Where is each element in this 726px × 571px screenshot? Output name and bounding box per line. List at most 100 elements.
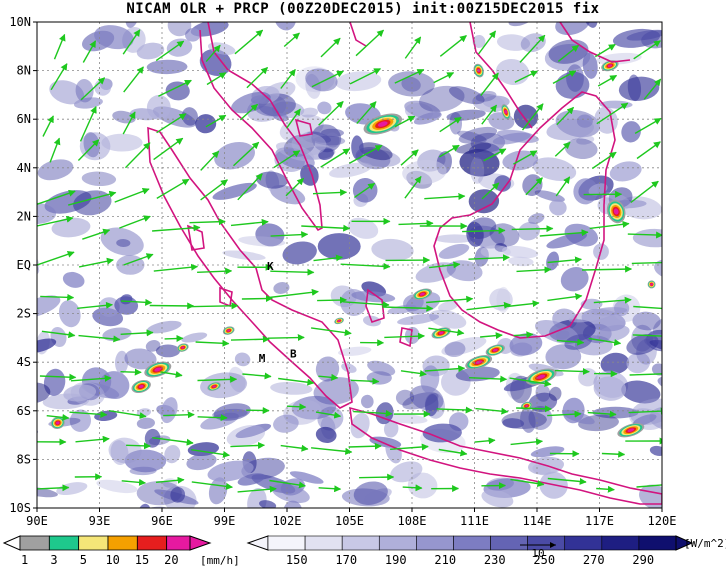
olr-cell xyxy=(215,0,239,13)
olr-cb-swatch xyxy=(267,535,306,551)
olr-cell xyxy=(588,183,608,196)
precip-cb-left-arrow xyxy=(2,535,21,551)
wind-arrow xyxy=(50,63,68,91)
lon-label: 114E xyxy=(523,514,552,528)
olr-cell xyxy=(160,397,178,424)
wind-arrow xyxy=(126,442,151,450)
olr-cell xyxy=(632,311,661,331)
wind-arrow xyxy=(394,115,416,128)
olr-cell xyxy=(649,406,662,431)
olr-cell xyxy=(366,371,392,385)
olr-cell xyxy=(518,221,541,241)
wind-arrow xyxy=(163,411,195,419)
precip-cb-swatch xyxy=(166,535,191,551)
olr-cell xyxy=(468,142,500,160)
olr-cell xyxy=(136,42,165,60)
olr-cell xyxy=(386,413,428,424)
olr-cell xyxy=(259,500,277,508)
lon-label: 120E xyxy=(648,514,677,528)
olr-cell xyxy=(612,28,661,48)
olr-cell xyxy=(136,417,155,429)
wind-arrow xyxy=(197,375,238,383)
olr-cell xyxy=(429,309,467,329)
wind-arrow xyxy=(230,218,269,227)
olr-cell xyxy=(549,386,562,401)
wind-arrow xyxy=(280,444,309,452)
wind-arrow xyxy=(189,218,226,226)
olr-cell xyxy=(654,259,662,279)
wind-arrow xyxy=(164,335,184,343)
wind-arrow xyxy=(643,78,662,100)
olr-cb-left-arrow xyxy=(246,535,269,551)
olr-cell xyxy=(247,487,267,508)
wind-arrow xyxy=(633,305,662,310)
olr-cell xyxy=(124,348,157,370)
wind-arrow xyxy=(466,301,511,311)
wind-arrow xyxy=(158,79,192,97)
wind-arrow xyxy=(481,182,500,200)
olr-cell xyxy=(238,236,286,247)
precip-cb-tick: 15 xyxy=(135,553,149,567)
olr-cell xyxy=(448,86,485,105)
olr-cb-swatch xyxy=(601,535,640,551)
wind-arrow xyxy=(394,68,425,84)
olr-cb-right-arrow xyxy=(675,535,694,551)
precip-cb-swatch xyxy=(19,535,50,551)
olr-cell xyxy=(354,0,370,5)
wind-arrow xyxy=(40,293,75,301)
olr-cell xyxy=(37,382,51,404)
olr-cell xyxy=(441,336,487,356)
olr-cell xyxy=(295,66,335,93)
olr-cell xyxy=(337,346,372,356)
lon-label: 99E xyxy=(214,514,236,528)
olr-cell xyxy=(351,135,364,160)
wind-arrow xyxy=(554,367,590,375)
olr-cell xyxy=(37,295,61,318)
olr-cell xyxy=(407,472,438,499)
precip-cell xyxy=(607,64,613,68)
olr-cell xyxy=(438,300,459,312)
olr-cell xyxy=(508,256,534,267)
wind-arrow xyxy=(483,148,507,162)
wind-arrow xyxy=(390,443,429,451)
wind-arrow xyxy=(439,116,462,133)
olr-cell xyxy=(0,379,37,406)
olr-cell xyxy=(532,157,577,181)
wind-arrow xyxy=(269,479,306,489)
precip-cell xyxy=(227,329,231,332)
wind-arrow xyxy=(191,481,233,490)
olr-cell xyxy=(404,327,420,344)
wind-arrow xyxy=(636,484,662,488)
wind-arrow xyxy=(481,104,498,125)
wind-arrow xyxy=(354,182,376,198)
wind-arrow xyxy=(424,193,466,200)
olr-cell xyxy=(207,460,254,482)
olr-cell xyxy=(110,440,129,466)
olr-cell xyxy=(335,71,382,92)
wind-arrow xyxy=(400,149,419,166)
olr-cell xyxy=(94,25,134,50)
olr-cell xyxy=(573,178,598,205)
wind-arrow xyxy=(343,301,390,309)
wind-arrow xyxy=(312,188,348,196)
lat-label: 4S xyxy=(17,355,31,369)
lat-label: 2S xyxy=(17,307,31,321)
wind-arrow xyxy=(155,476,185,484)
olr-cell xyxy=(96,479,138,494)
olr-cell xyxy=(609,161,642,182)
wind-arrow xyxy=(122,29,141,55)
wind-arrow xyxy=(125,142,151,169)
olr-cell xyxy=(633,414,657,426)
wind-arrow xyxy=(353,409,393,417)
olr-cell xyxy=(649,340,662,354)
olr-cell xyxy=(102,327,132,342)
wind-arrow xyxy=(197,267,233,275)
olr-cell xyxy=(37,202,57,225)
olr-cell xyxy=(470,156,485,184)
olr-cell xyxy=(289,471,324,484)
wind-arrow xyxy=(556,338,585,346)
wind-arrow xyxy=(286,403,307,411)
precip-cell xyxy=(138,384,144,389)
wind-arrow xyxy=(480,332,503,340)
olr-cell xyxy=(341,363,357,373)
